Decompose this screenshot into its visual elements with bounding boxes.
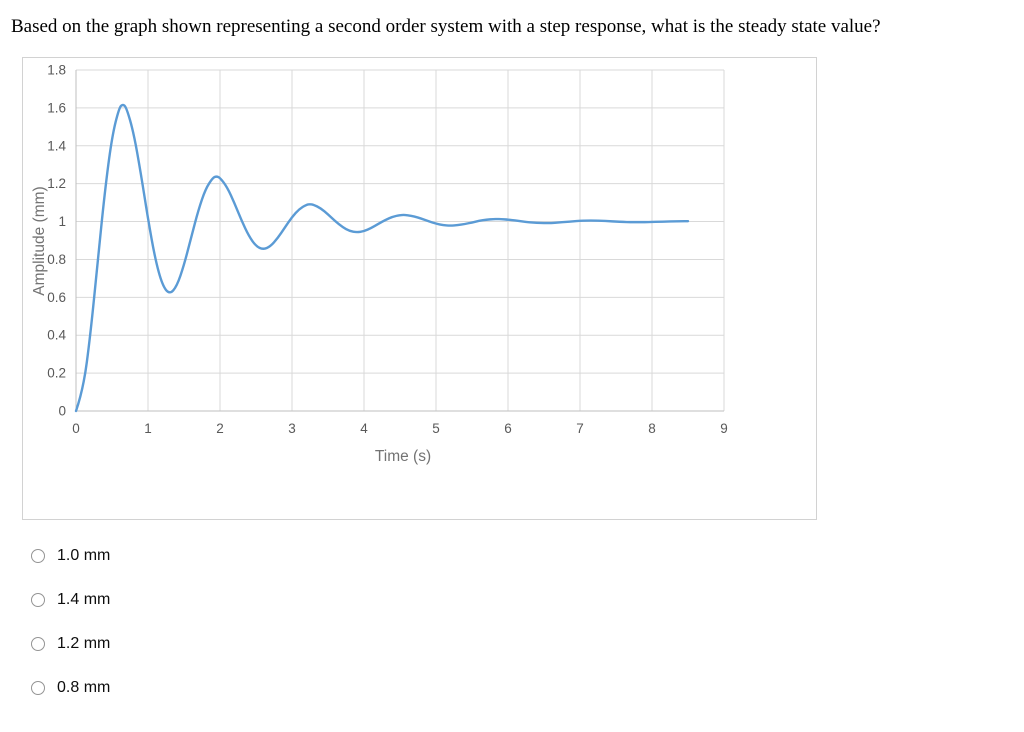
radio-button-icon[interactable] [31, 681, 45, 695]
answer-option-label[interactable]: 0.8 mm [57, 679, 111, 696]
answer-option-label[interactable]: 1.0 mm [57, 547, 111, 564]
answer-option[interactable]: 1.2 mm [31, 634, 110, 654]
y-tick-label: 0.2 [47, 366, 66, 381]
y-tick-label: 1.6 [47, 100, 66, 115]
radio-button-icon[interactable] [31, 593, 45, 607]
step-response-chart: 0 0.2 0.4 0.6 0.8 1 1.2 1.4 1.6 1.8 0 1 2 3 4 5 6 7 8 9 [47, 63, 728, 437]
x-axis-title: Time (s) [374, 448, 432, 465]
x-tick-label: 6 [504, 421, 512, 436]
y-tick-label: 0.8 [47, 252, 66, 267]
x-tick-label: 5 [432, 421, 440, 436]
answer-option[interactable]: 1.0 mm [31, 546, 110, 566]
x-tick-label: 0 [72, 421, 80, 436]
y-tick-label: 0 [58, 404, 66, 419]
y-tick-label: 0.6 [47, 290, 66, 305]
answer-option-label[interactable]: 1.2 mm [57, 635, 111, 652]
y-tick-label: 1.8 [47, 63, 66, 78]
answer-option-label[interactable]: 1.4 mm [57, 591, 111, 608]
x-tick-label: 2 [216, 421, 224, 436]
question-text: Based on the graph shown representing a … [11, 16, 881, 37]
answer-option[interactable]: 0.8 mm [31, 678, 110, 698]
y-tick-label: 1.2 [47, 176, 66, 191]
response-curve [74, 103, 690, 413]
x-tick-label: 3 [288, 421, 296, 436]
x-tick-label: 4 [360, 421, 368, 436]
x-tick-label: 1 [144, 421, 152, 436]
x-tick-label: 7 [576, 421, 584, 436]
answer-option[interactable]: 1.4 mm [31, 590, 110, 610]
radio-button-icon[interactable] [31, 549, 45, 563]
chart-container: 0 0.2 0.4 0.6 0.8 1 1.2 1.4 1.6 1.8 0 1 2 3 4 5 6 7 8 9 Amp… [22, 57, 817, 520]
radio-button-icon[interactable] [31, 637, 45, 651]
x-tick-label: 8 [648, 421, 656, 436]
y-tick-label: 1 [58, 214, 66, 229]
x-tick-label: 9 [720, 421, 728, 436]
y-tick-label: 1.4 [47, 138, 66, 153]
y-axis-title: Amplitude (mm) [31, 186, 48, 296]
y-tick-label: 0.4 [47, 328, 66, 343]
answer-options: 1.0 mm 1.4 mm 1.2 mm 0.8 mm [31, 546, 110, 722]
